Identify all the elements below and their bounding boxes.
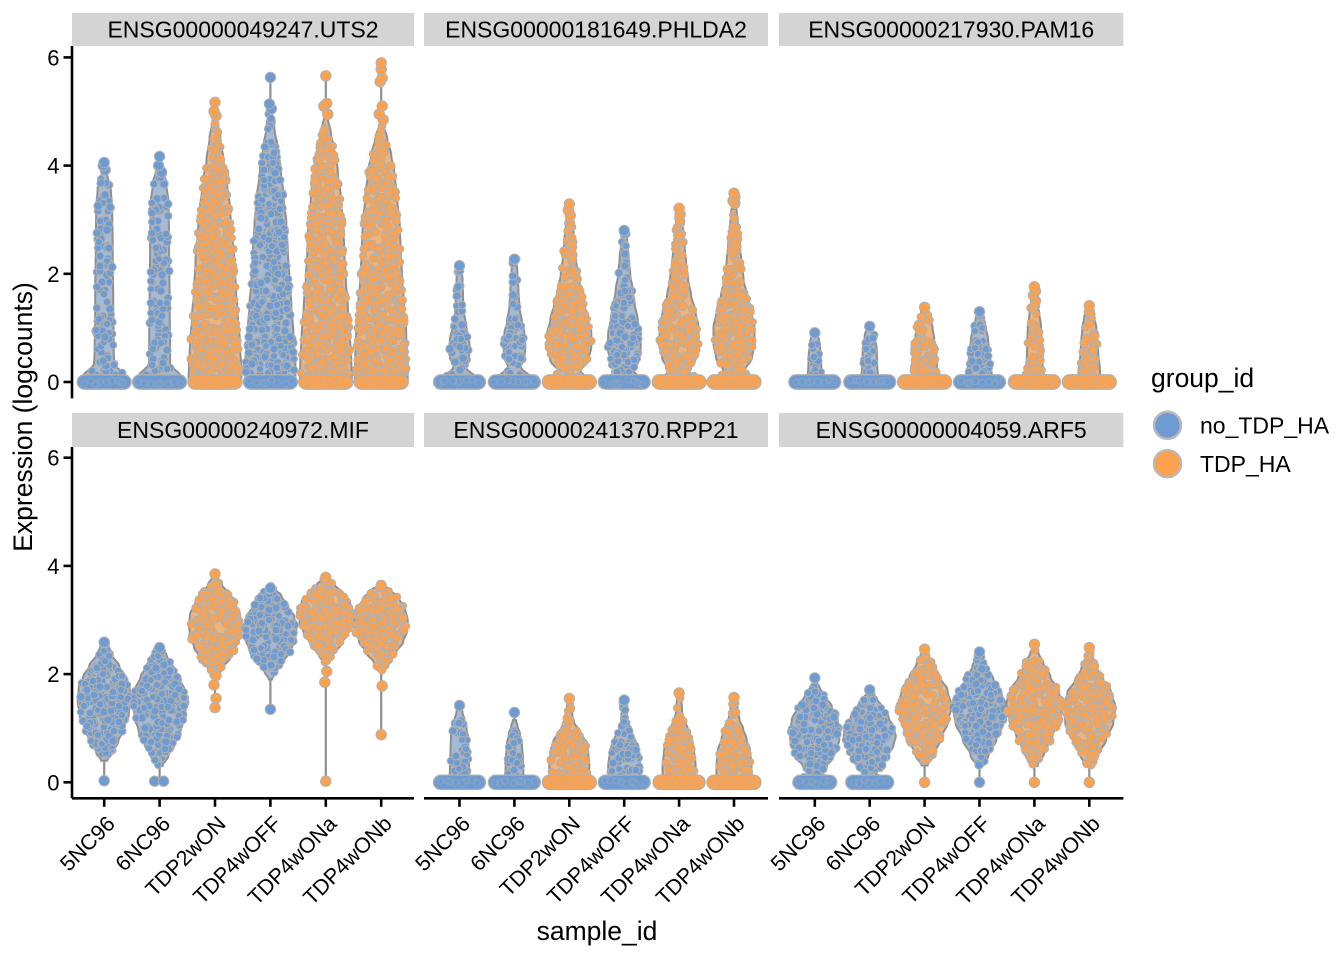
svg-text:Expression (logcounts): Expression (logcounts) [8,282,38,552]
svg-text:4: 4 [47,154,59,179]
svg-text:0: 0 [47,770,59,795]
svg-text:ENSG00000240972.MIF: ENSG00000240972.MIF [117,417,369,443]
svg-text:ENSG00000181649.PHLDA2: ENSG00000181649.PHLDA2 [445,17,747,43]
svg-text:ENSG00000049247.UTS2: ENSG00000049247.UTS2 [107,17,378,43]
svg-text:sample_id: sample_id [537,916,658,946]
svg-text:no_TDP_HA: no_TDP_HA [1200,413,1330,439]
svg-text:4: 4 [47,554,59,579]
svg-text:ENSG00000217930.PAM16: ENSG00000217930.PAM16 [808,17,1094,43]
svg-text:0: 0 [47,370,59,395]
svg-text:2: 2 [47,662,59,687]
svg-text:group_id: group_id [1151,363,1254,393]
svg-text:2: 2 [47,262,59,287]
svg-text:ENSG00000241370.RPP21: ENSG00000241370.RPP21 [453,417,738,443]
svg-text:ENSG00000004059.ARF5: ENSG00000004059.ARF5 [816,417,1087,443]
svg-text:TDP_HA: TDP_HA [1200,451,1291,477]
svg-text:6: 6 [47,45,59,70]
svg-text:6: 6 [47,446,59,471]
